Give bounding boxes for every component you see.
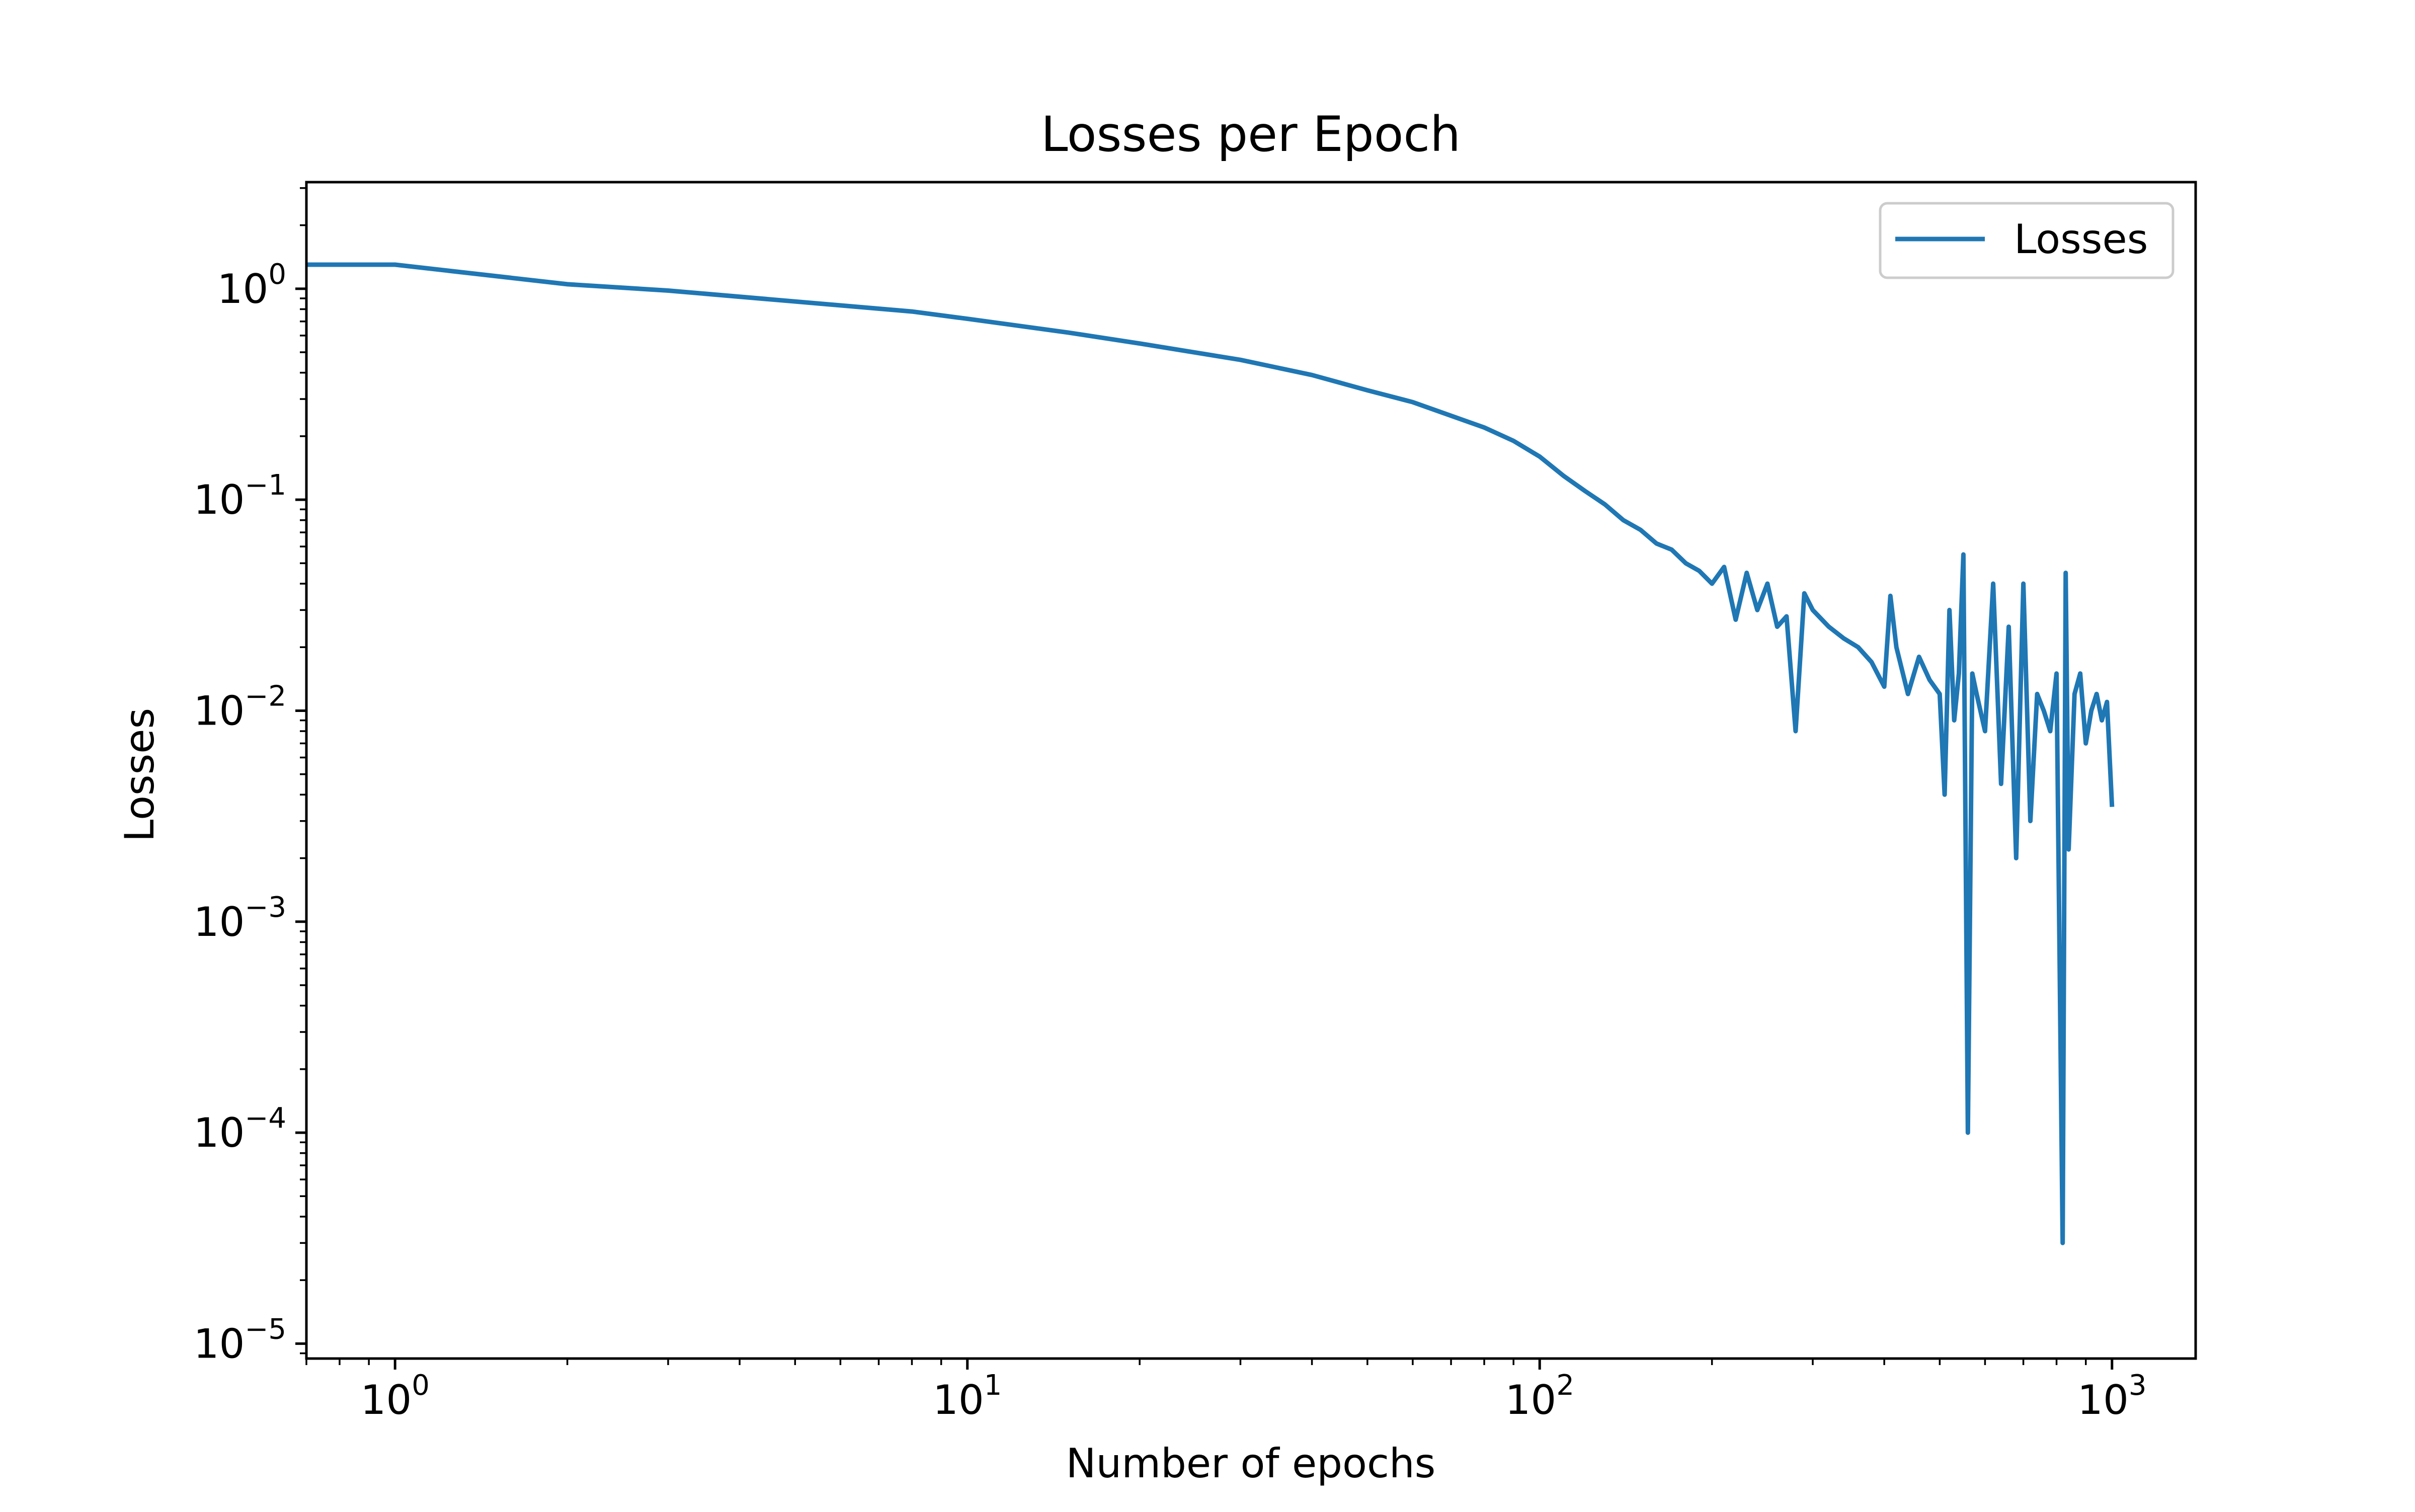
axes-frame <box>305 181 2197 1360</box>
y-tick-label: 10−4 <box>194 1102 286 1156</box>
plot-layer <box>306 262 2115 1245</box>
x-tick-label: 103 <box>2077 1369 2146 1423</box>
x-tick-label: 102 <box>1505 1369 1574 1423</box>
series-line-losses <box>306 262 2115 1245</box>
x-axis-label: Number of epochs <box>1066 1440 1436 1487</box>
legend: Losses <box>1879 202 2175 279</box>
legend-label-losses: Losses <box>2014 216 2148 263</box>
x-tick-label: 100 <box>360 1369 429 1423</box>
y-tick-label: 10−2 <box>194 680 286 734</box>
y-tick-label: 10−3 <box>194 891 286 945</box>
x-tick-label: 101 <box>933 1369 1002 1423</box>
y-tick-label: 10−1 <box>194 469 286 523</box>
chart-title: Losses per Epoch <box>1041 106 1461 163</box>
legend-box <box>1879 202 2175 279</box>
y-tick-label: 10−5 <box>194 1313 286 1367</box>
y-axis-label: Losses <box>116 708 163 842</box>
ticks-layer: 100 101 102 103 100 10−1 10−2 10−3 10−4 10−5 <box>194 187 2146 1423</box>
y-tick-label: 100 <box>217 258 286 312</box>
